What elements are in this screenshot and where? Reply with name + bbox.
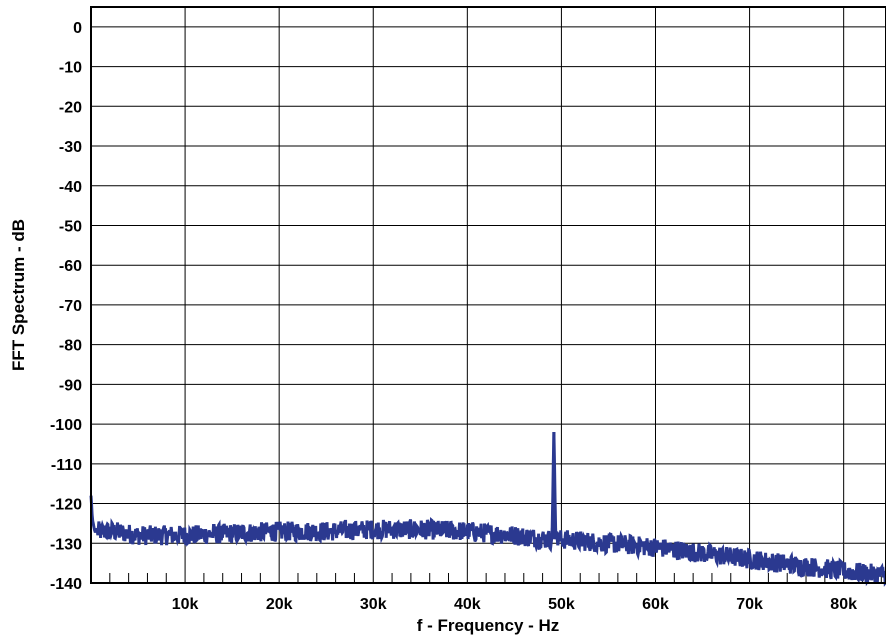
x-axis-title: f - Frequency - Hz xyxy=(417,616,560,635)
x-tick-label: 20k xyxy=(266,596,293,613)
x-tick-label: 30k xyxy=(360,596,387,613)
x-tick-label: 60k xyxy=(642,596,669,613)
x-tick-labels: 10k 20k 30k 40k 50k 60k 70k 80k xyxy=(172,596,857,613)
y-tick-label: -70 xyxy=(59,298,82,315)
y-tick-label: -10 xyxy=(59,60,82,77)
y-tick-label: 0 xyxy=(73,20,82,37)
minor-ticks xyxy=(109,573,882,583)
y-tick-label: -120 xyxy=(50,497,82,514)
series-line-0 xyxy=(89,431,886,587)
series-layer xyxy=(89,431,886,587)
x-tick-label: 10k xyxy=(172,596,199,613)
y-tick-label: -50 xyxy=(59,218,82,235)
y-tick-label: -110 xyxy=(51,457,82,474)
y-tick-labels: 0 -10 -20 -30 -40 -50 -60 -70 -80 -90 -100 -110 -120… xyxy=(50,20,82,593)
y-tick-label: -40 xyxy=(59,179,82,196)
y-tick-label: -90 xyxy=(59,377,82,394)
x-tick-label: 50k xyxy=(548,596,575,613)
y-tick-label: -140 xyxy=(50,576,82,593)
grid-lines xyxy=(91,7,886,583)
x-tick-label: 40k xyxy=(454,596,481,613)
y-axis-title: FFT Spectrum - dB xyxy=(9,219,28,371)
y-tick-label: -30 xyxy=(59,139,82,156)
y-tick-label: -130 xyxy=(50,536,82,553)
y-tick-label: -80 xyxy=(59,338,82,355)
x-tick-label: 80k xyxy=(830,596,857,613)
plot-frame xyxy=(90,6,886,584)
y-tick-label: -60 xyxy=(59,258,82,275)
y-tick-label: -100 xyxy=(50,417,82,434)
x-tick-label: 70k xyxy=(736,596,763,613)
y-tick-label: -20 xyxy=(59,99,82,116)
